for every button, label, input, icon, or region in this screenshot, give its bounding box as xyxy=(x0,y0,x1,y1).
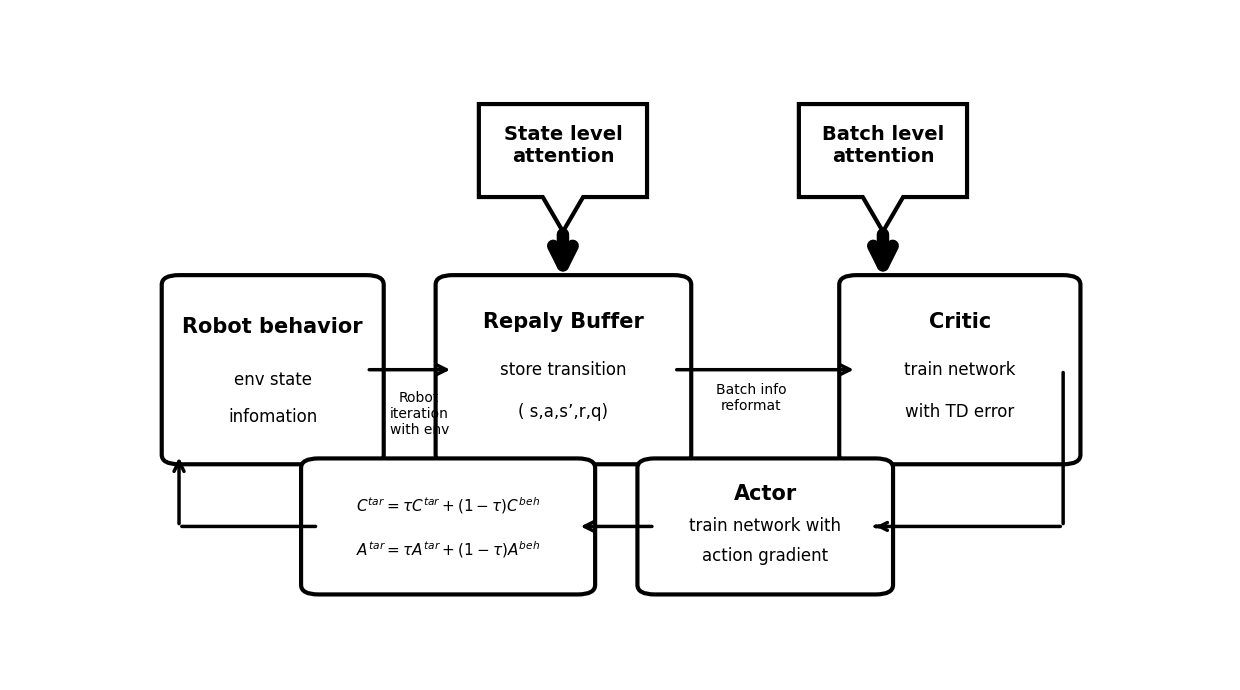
FancyBboxPatch shape xyxy=(301,458,595,595)
FancyBboxPatch shape xyxy=(839,275,1080,464)
Text: $A^{tar} = \tau A^{tar} + (1-\tau)A^{beh}$: $A^{tar} = \tau A^{tar} + (1-\tau)A^{beh… xyxy=(356,540,541,560)
FancyBboxPatch shape xyxy=(161,275,383,464)
Text: env state: env state xyxy=(233,371,311,389)
Text: store transition: store transition xyxy=(500,361,626,379)
Text: Repaly Buffer: Repaly Buffer xyxy=(484,312,644,332)
Text: infomation: infomation xyxy=(228,408,317,426)
Text: $C^{tar} = \tau C^{tar} + (1-\tau)C^{beh}$: $C^{tar} = \tau C^{tar} + (1-\tau)C^{beh… xyxy=(356,495,541,515)
Text: action gradient: action gradient xyxy=(702,546,828,564)
Text: train network: train network xyxy=(904,361,1016,379)
Text: train network with: train network with xyxy=(689,518,841,535)
Polygon shape xyxy=(479,104,647,232)
FancyBboxPatch shape xyxy=(637,458,893,595)
Text: ( s,a,s’,r,q): ( s,a,s’,r,q) xyxy=(518,403,609,421)
Text: Batch level
attention: Batch level attention xyxy=(822,125,944,166)
Text: State level
attention: State level attention xyxy=(503,125,622,166)
FancyBboxPatch shape xyxy=(435,275,691,464)
Text: Critic: Critic xyxy=(929,312,991,332)
Text: Robot behavior: Robot behavior xyxy=(182,317,363,337)
Text: with TD error: with TD error xyxy=(905,403,1014,421)
Text: Robot
iteration
with env: Robot iteration with env xyxy=(389,391,449,437)
Text: Actor: Actor xyxy=(734,484,797,504)
Polygon shape xyxy=(799,104,967,232)
Text: Batch info
reformat: Batch info reformat xyxy=(715,383,786,413)
